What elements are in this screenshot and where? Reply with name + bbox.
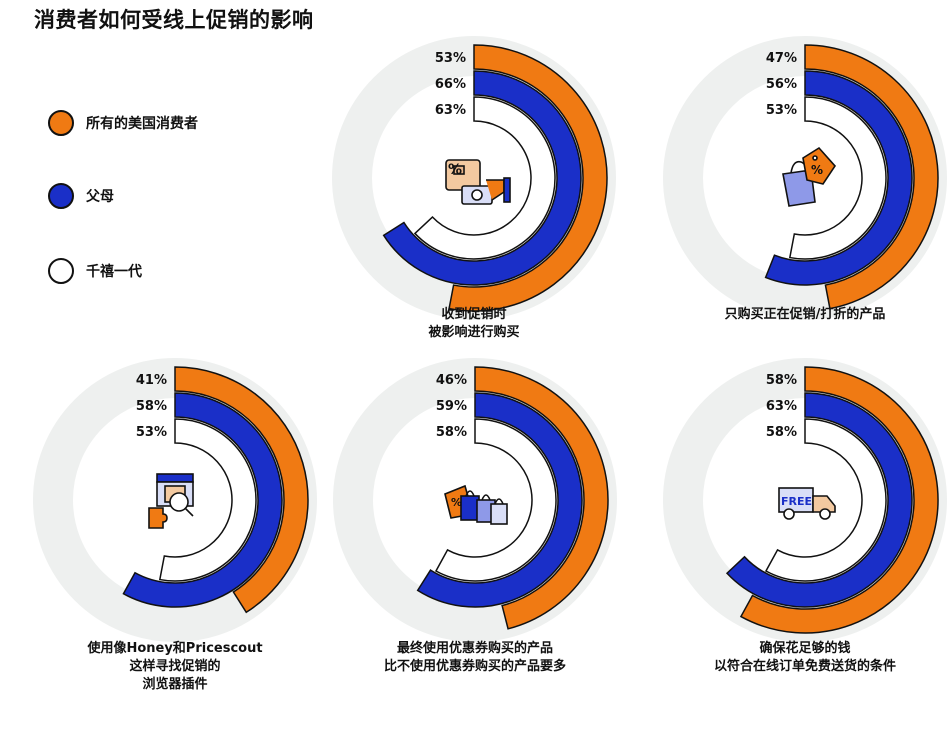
data-label: 63% — [766, 399, 797, 414]
promo-card-money-icon: % — [445, 159, 511, 205]
radial-chart-svg: 53% 66% 63% — [332, 36, 616, 320]
radial-bar — [122, 392, 283, 608]
shopping-bag-tag-icon: % — [782, 146, 837, 207]
legend-item-parents: 父母 — [48, 183, 114, 209]
caption-line: 使用像Honey和Pricescout — [87, 641, 263, 656]
caption-line: 确保花足够的钱 — [759, 641, 851, 656]
radial-chart-svg: 58% 63% 58% — [663, 358, 947, 642]
legend-label: 父母 — [86, 189, 114, 205]
caption-line: 只购买正在促销/打折的产品 — [724, 307, 886, 322]
radial-chart-svg: 47% 56% 53% — [663, 36, 947, 320]
radial-bar — [448, 44, 608, 312]
radial-bar — [474, 366, 609, 630]
data-label: 53% — [136, 425, 167, 440]
chart-caption-4: 最终使用优惠券购买的产品 比不使用优惠券购买的产品要多 — [325, 640, 625, 676]
caption-line: 比不使用优惠券购买的产品要多 — [383, 659, 566, 674]
data-label: 66% — [435, 77, 466, 92]
data-label: 58% — [766, 425, 797, 440]
caption-line: 这样寻找促销的 — [129, 659, 221, 674]
chart-caption-3: 使用像Honey和Pricescout 这样寻找促销的 浏览器插件 — [25, 640, 325, 694]
chart-title: 消费者如何受线上促销的影响 — [34, 8, 314, 32]
radial-chart-svg: 41% 58% 53% — [33, 358, 317, 642]
chart-caption-5: 确保花足够的钱 以符合在线订单免费送货的条件 — [655, 640, 951, 676]
legend-item-all-consumers: 所有的美国消费者 — [48, 110, 198, 136]
radial-bar — [764, 70, 913, 286]
store-plugin-icon — [148, 473, 194, 529]
free-delivery-truck-icon: FREE — [778, 487, 836, 520]
radial-bar — [804, 44, 939, 310]
radial-chart-svg: 46% 59% 58% — [333, 358, 617, 642]
shopping-bags-icon: % — [444, 484, 508, 525]
legend-swatch-white — [48, 258, 74, 284]
svg-text:%: % — [451, 496, 462, 509]
caption-line: 收到促销时 — [441, 307, 507, 322]
caption-line: 被影响进行购买 — [428, 325, 520, 340]
radial-bar — [739, 366, 939, 634]
legend-item-millennials: 千禧一代 — [48, 258, 142, 284]
svg-text:%: % — [811, 163, 823, 177]
legend-swatch-orange — [48, 110, 74, 136]
radial-bar — [158, 418, 257, 582]
free-label: FREE — [781, 495, 812, 508]
radial-chart-5: 58% 63% 58% FREE — [655, 350, 951, 650]
data-label: 59% — [436, 399, 467, 414]
radial-chart-3: 41% 58% 53% — [25, 350, 325, 650]
chart-caption-2: 只购买正在促销/打折的产品 — [655, 306, 951, 324]
radial-bar — [788, 96, 887, 260]
legend-label: 千禧一代 — [86, 264, 142, 280]
caption-line: 最终使用优惠券购买的产品 — [396, 641, 553, 656]
data-label: 58% — [136, 399, 167, 414]
data-label: 58% — [766, 373, 797, 388]
radial-chart-1: 53% 66% 63% % — [324, 28, 624, 328]
caption-line: 浏览器插件 — [142, 677, 208, 692]
radial-bar — [174, 366, 309, 614]
radial-bar — [434, 418, 557, 582]
caption-line: 以符合在线订单免费送货的条件 — [713, 659, 896, 674]
data-label: 47% — [766, 51, 797, 66]
radial-bar — [764, 418, 887, 582]
data-label: 53% — [435, 51, 466, 66]
data-label: 58% — [436, 425, 467, 440]
radial-bar — [413, 96, 556, 260]
radial-chart-2: 47% 56% 53% % — [655, 28, 951, 328]
radial-bar — [416, 392, 583, 608]
radial-bar — [725, 392, 913, 608]
data-label: 41% — [136, 373, 167, 388]
radial-chart-4: 46% 59% 58% % — [325, 350, 625, 650]
data-label: 63% — [435, 103, 466, 118]
svg-text:%: % — [448, 162, 462, 178]
radial-bar — [382, 70, 582, 286]
data-label: 53% — [766, 103, 797, 118]
data-label: 56% — [766, 77, 797, 92]
legend-swatch-blue — [48, 183, 74, 209]
legend-label: 所有的美国消费者 — [86, 116, 198, 132]
data-label: 46% — [436, 373, 467, 388]
chart-caption-1: 收到促销时 被影响进行购买 — [324, 306, 624, 342]
